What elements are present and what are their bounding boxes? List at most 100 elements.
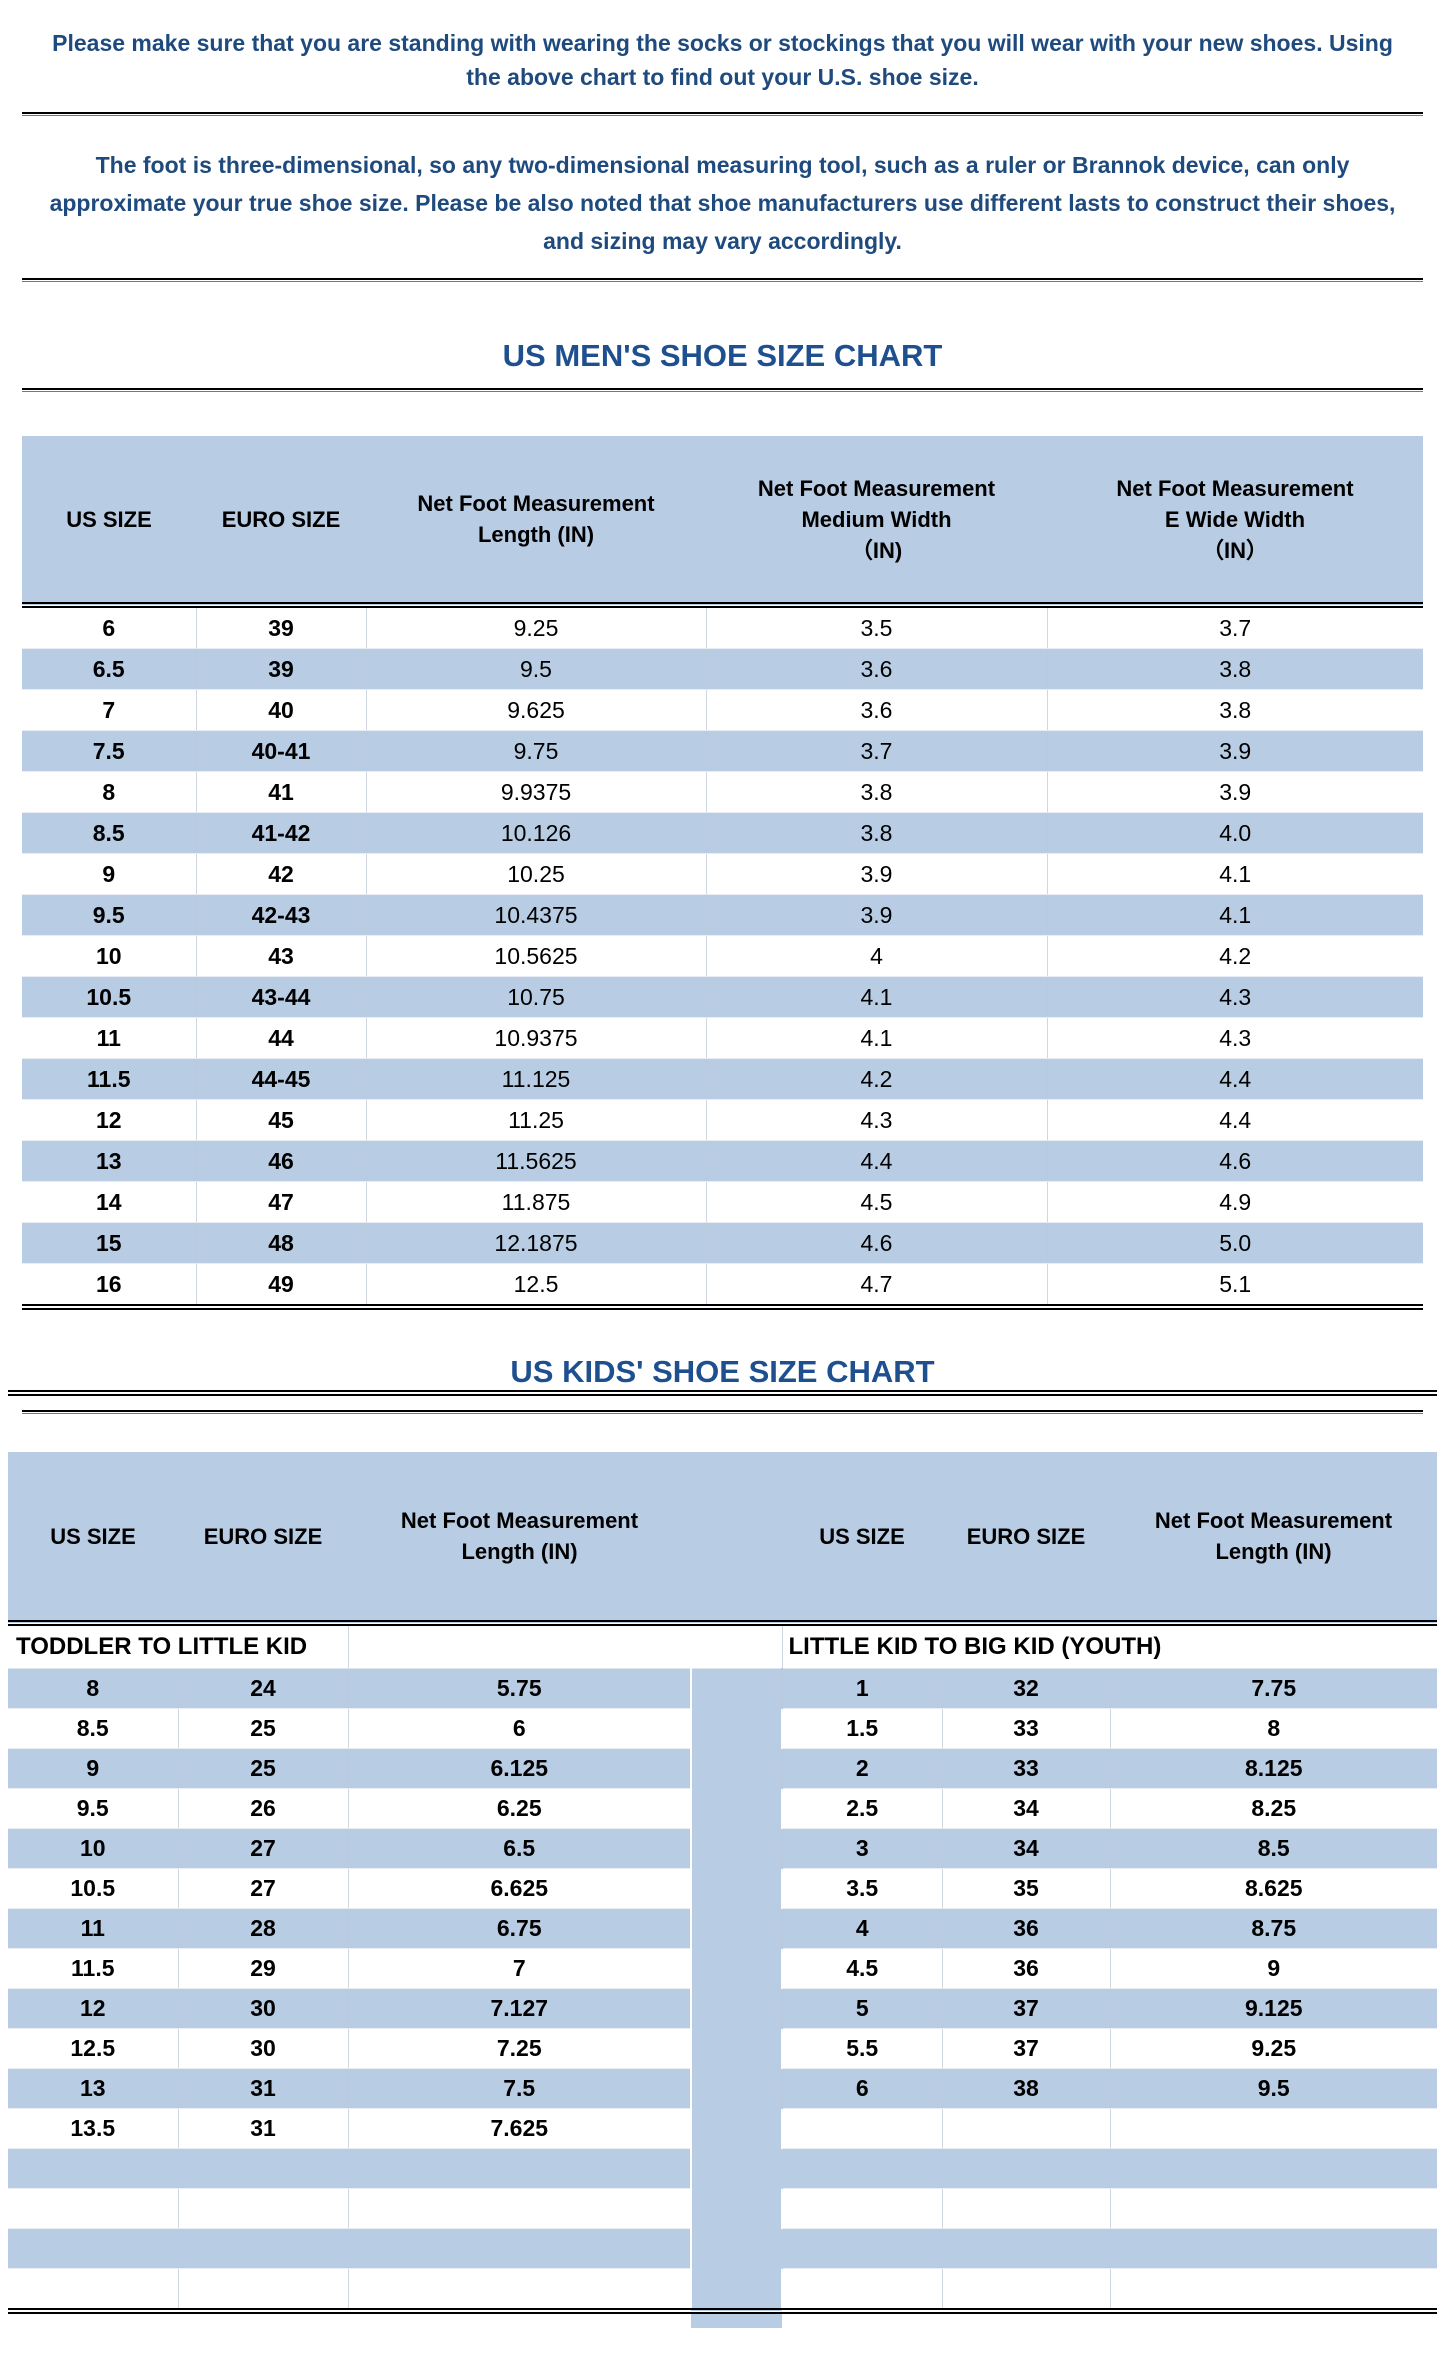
length-cell-left: 7.127 <box>348 1988 691 2029</box>
spacer-column <box>690 1908 783 1949</box>
length-cell-right: 8.75 <box>1110 1908 1437 1949</box>
euro-size-cell-right: 33 <box>942 1748 1111 1789</box>
e-wide-width-cell: 4.4 <box>1047 1099 1423 1141</box>
euro-size-cell: 39 <box>196 605 367 649</box>
euro-size-cell-right: 37 <box>942 2028 1111 2069</box>
us-size-cell: 7 <box>22 689 197 731</box>
euro-size-cell: 46 <box>196 1140 367 1182</box>
e-wide-width-cell: 4.4 <box>1047 1058 1423 1100</box>
length-cell: 11.5625 <box>366 1140 707 1182</box>
us-size-cell: 9 <box>22 853 197 895</box>
length-cell: 10.4375 <box>366 894 707 936</box>
euro-size-cell-left: 31 <box>178 2108 349 2149</box>
length-cell-right: 8.25 <box>1110 1788 1437 1829</box>
us-size-cell-left: 10 <box>8 1828 179 1869</box>
table-row <box>8 2228 1437 2269</box>
e-wide-width-cell: 4.1 <box>1047 894 1423 936</box>
us-size-cell: 10 <box>22 935 197 977</box>
length-cell-left <box>348 2268 691 2312</box>
spacer-column <box>690 1828 783 1869</box>
length-cell-right: 8 <box>1110 1708 1437 1749</box>
table-row: 6.5 39 9.5 3.6 3.8 <box>22 648 1423 690</box>
length-cell-right: 9.25 <box>1110 2028 1437 2069</box>
length-cell: 11.25 <box>366 1099 707 1141</box>
kids-chart-title: US KIDS' SHOE SIZE CHART <box>8 1354 1437 1396</box>
us-size-cell-right: 1 <box>782 1668 943 1709</box>
us-size-cell-right: 4 <box>782 1908 943 1949</box>
medium-width-cell: 3.9 <box>706 853 1048 895</box>
table-row: 12.5 30 7.25 5.5 37 9.25 <box>8 2028 1437 2069</box>
us-size-cell: 15 <box>22 1222 197 1264</box>
length-cell-right: 9.5 <box>1110 2068 1437 2109</box>
e-wide-width-cell: 3.7 <box>1047 605 1423 649</box>
col-euro-size: EURO SIZE <box>196 436 366 605</box>
spacer-column <box>690 2108 783 2149</box>
length-cell-right <box>1110 2228 1437 2269</box>
euro-size-cell-right: 37 <box>942 1988 1111 2029</box>
euro-size-cell-right <box>942 2148 1110 2189</box>
euro-size-cell-left <box>178 2268 349 2312</box>
e-wide-width-cell: 3.8 <box>1047 689 1423 731</box>
euro-size-cell-right <box>942 2108 1111 2149</box>
fit-notice-measuring: The foot is three-dimensional, so any tw… <box>49 152 1396 254</box>
e-wide-width-cell: 3.9 <box>1047 730 1423 772</box>
medium-width-cell: 3.7 <box>706 730 1048 772</box>
table-row: 11 28 6.75 4 36 8.75 <box>8 1908 1437 1949</box>
spacer-column <box>690 1988 783 2029</box>
us-size-cell: 11 <box>22 1017 197 1059</box>
medium-width-cell: 4.4 <box>706 1140 1048 1182</box>
spacer-column <box>690 1708 783 1749</box>
euro-size-cell: 49 <box>196 1263 367 1308</box>
euro-size-cell: 43-44 <box>196 976 367 1018</box>
col-length-right: Net Foot Measurement Length (IN) <box>1110 1452 1437 1623</box>
euro-size-cell: 42-43 <box>196 894 367 936</box>
col-us-size: US SIZE <box>22 436 196 605</box>
euro-size-cell: 48 <box>196 1222 367 1264</box>
kids-table-header: US SIZE EURO SIZE Net Foot Measurement L… <box>8 1452 1437 1623</box>
euro-size-cell-right: 36 <box>942 1908 1111 1949</box>
us-size-cell-right <box>782 2228 942 2269</box>
euro-size-cell-right: 36 <box>942 1948 1111 1989</box>
length-cell-right: 7.75 <box>1110 1668 1437 1709</box>
us-size-cell-right <box>782 2188 943 2229</box>
table-row: 6 39 9.25 3.5 3.7 <box>22 605 1423 649</box>
us-size-cell-right: 3.5 <box>782 1868 943 1909</box>
spacer-column <box>690 2228 782 2269</box>
table-row: 11.5 44-45 11.125 4.2 4.4 <box>22 1058 1423 1100</box>
length-cell-left <box>348 2228 691 2269</box>
divider <box>22 1410 1423 1414</box>
length-cell-left: 6.25 <box>348 1788 691 1829</box>
fit-notice-socks: Please make sure that you are standing w… <box>52 30 1393 90</box>
table-row: 13 31 7.5 6 38 9.5 <box>8 2068 1437 2109</box>
spacer-column <box>690 1948 783 1989</box>
mens-size-table: US SIZE EURO SIZE Net Foot Measurement L… <box>22 436 1423 1310</box>
euro-size-cell: 44 <box>196 1017 367 1059</box>
length-cell-left <box>348 2148 691 2189</box>
e-wide-width-cell: 4.3 <box>1047 1017 1423 1059</box>
length-cell-right: 9 <box>1110 1948 1437 1989</box>
table-row: 13.5 31 7.625 <box>8 2108 1437 2149</box>
spacer-column <box>690 1748 783 1789</box>
length-cell-left: 6.5 <box>348 1828 691 1869</box>
euro-size-cell: 43 <box>196 935 367 977</box>
spacer-column <box>690 2148 782 2189</box>
us-size-cell-left: 13.5 <box>8 2108 179 2149</box>
length-cell: 9.75 <box>366 730 707 772</box>
euro-size-cell-right: 35 <box>942 1868 1111 1909</box>
euro-size-cell-left <box>178 2228 348 2269</box>
length-cell: 12.5 <box>366 1263 707 1308</box>
table-row: 7.5 40-41 9.75 3.7 3.9 <box>22 730 1423 772</box>
table-row: 9.5 42-43 10.4375 3.9 4.1 <box>22 894 1423 936</box>
length-cell-right <box>1110 2188 1437 2229</box>
e-wide-width-cell: 4.2 <box>1047 935 1423 977</box>
us-size-cell-right: 3 <box>782 1828 943 1869</box>
col-euro-size-right: EURO SIZE <box>942 1452 1110 1623</box>
length-cell-right: 9.125 <box>1110 1988 1437 2029</box>
euro-size-cell-right <box>942 2228 1110 2269</box>
medium-width-cell: 3.6 <box>706 689 1048 731</box>
length-cell-right: 8.625 <box>1110 1868 1437 1909</box>
table-row: 11 44 10.9375 4.1 4.3 <box>22 1017 1423 1059</box>
euro-size-cell: 47 <box>196 1181 367 1223</box>
us-size-cell: 8.5 <box>22 812 197 854</box>
length-cell: 9.5 <box>366 648 707 690</box>
